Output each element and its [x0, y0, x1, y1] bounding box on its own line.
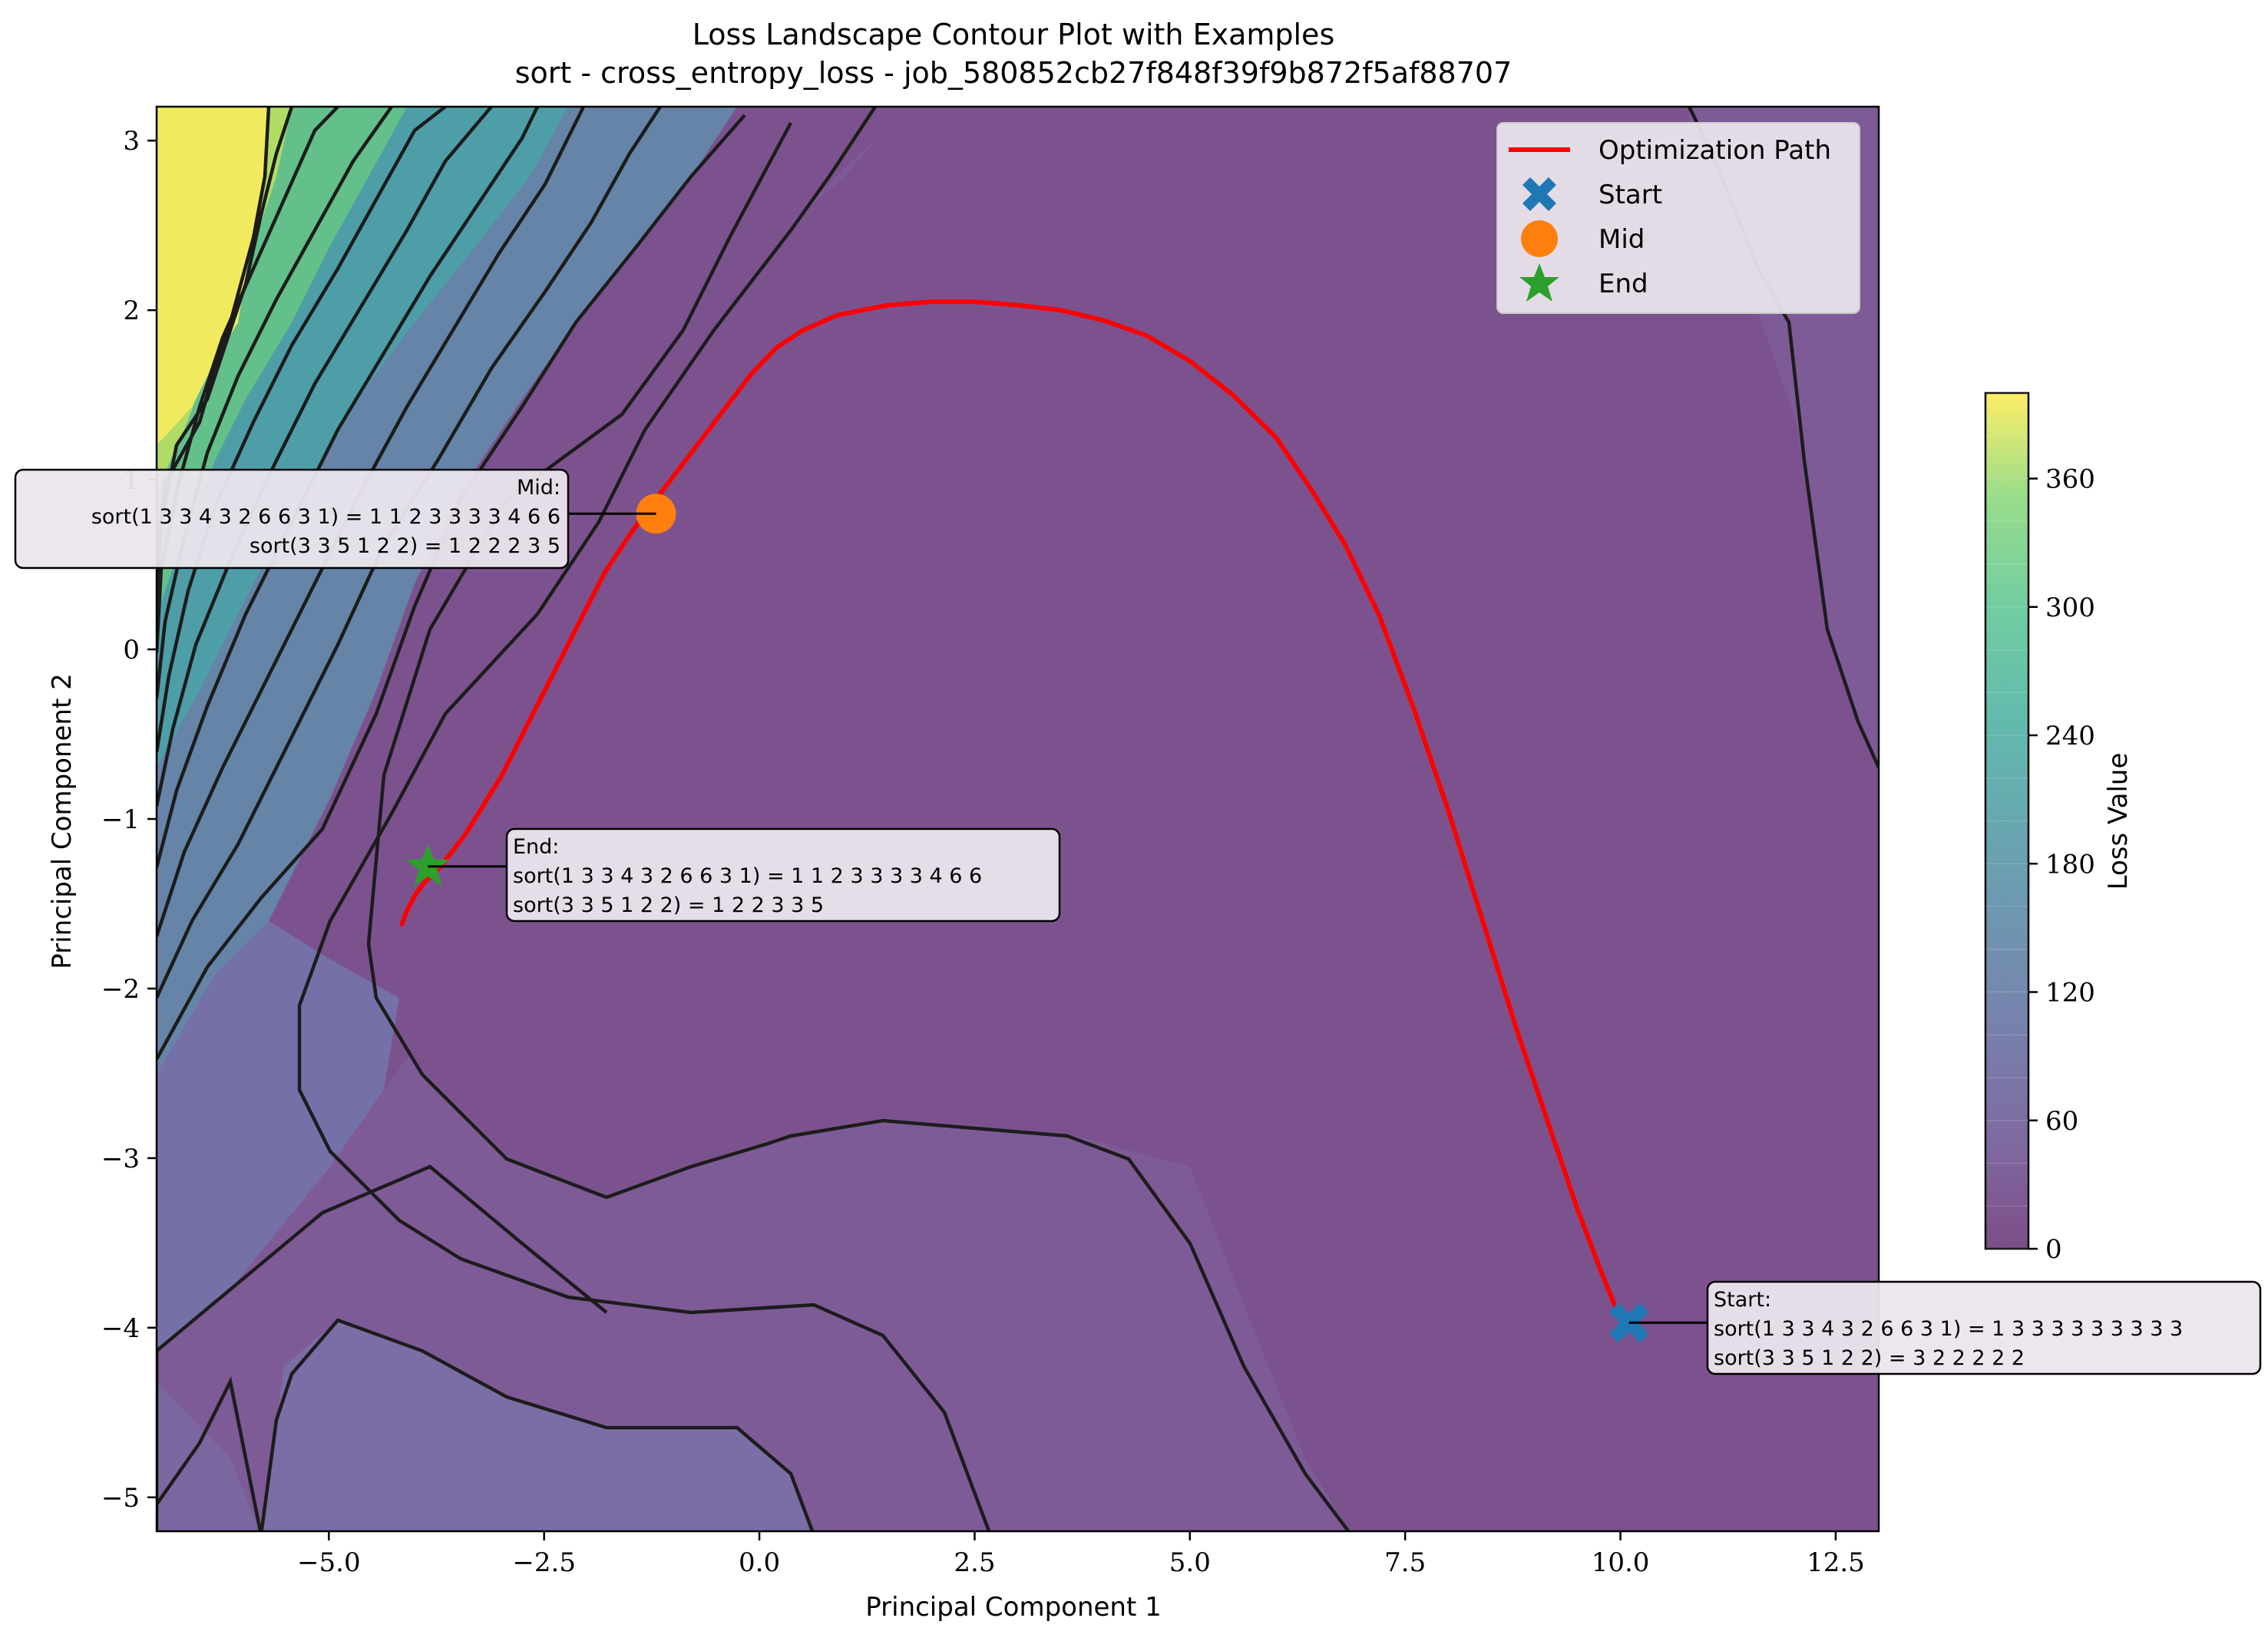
y-tick-label: 2 [123, 296, 140, 326]
y-axis-label: Principal Component 2 [47, 673, 78, 969]
y-tick-label: −5 [101, 1483, 140, 1514]
contour-band-inner [361, 107, 1879, 1531]
annotation-line: End: [513, 835, 559, 859]
annotation-end: End: sort(1 3 3 4 3 2 6 6 3 1) = 1 1 2 3 … [428, 827, 1061, 923]
annotation-line: Mid: [517, 476, 560, 500]
x-tick-label: 10.0 [1592, 1547, 1650, 1578]
x-tick-label: 12.5 [1807, 1547, 1865, 1578]
x-tick-label: 5.0 [1169, 1547, 1211, 1578]
contour-band-lower [157, 1382, 260, 1531]
colorbar-tick-label: 300 [2045, 593, 2095, 623]
colorbar-tick-label: 180 [2045, 849, 2095, 880]
x-tick-label: −2.5 [512, 1547, 576, 1578]
x-tick-label: 7.5 [1384, 1547, 1426, 1578]
annotation-start: Start: sort(1 3 3 4 3 2 6 6 3 1) = 1 3 3 … [1628, 1280, 2262, 1375]
colorbar-tick-label: 60 [2045, 1106, 2078, 1137]
y-tick-label: −4 [101, 1313, 140, 1344]
colorbar-tick-label: 0 [2045, 1234, 2062, 1265]
x-tick-label: −5.0 [297, 1547, 361, 1578]
annotation-line: Start: [1714, 1288, 1771, 1312]
legend-box [1496, 122, 1860, 314]
legend: Optimization Path Start Mid End [1496, 122, 1860, 314]
annotation-line: sort(3 3 5 1 2 2) = 1 2 2 3 3 5 [513, 893, 824, 917]
annotations: Mid: sort(1 3 3 4 3 2 6 6 3 1) = 1 1 2 3 … [14, 468, 2262, 1375]
y-axis: −5−4−3−2−10123 [101, 126, 157, 1514]
legend-end-icon [1519, 263, 1559, 302]
annotation-box [505, 827, 1061, 923]
colorbar-tick-label: 240 [2045, 721, 2095, 751]
legend-label-end: End [1599, 269, 1648, 299]
annotation-line: sort(1 3 3 4 3 2 6 6 3 1) = 1 1 2 3 3 3 … [513, 864, 982, 888]
contour-band-lower2 [261, 1320, 813, 1531]
colorbar-fill [1985, 393, 2028, 1249]
x-axis: −5.0 −2.5 0.0 2.5 5.0 7.5 10.0 12.5 [297, 1531, 1865, 1578]
annotation-line: sort(3 3 5 1 2 2) = 1 2 2 2 3 5 [250, 534, 560, 558]
contour-band-left-6 [157, 107, 269, 445]
x-axis-label: Principal Component 1 [865, 1592, 1162, 1623]
colorbar-frame [1984, 391, 2030, 1250]
x-tick-label: 2.5 [954, 1547, 995, 1578]
colorbar: 0 60 120 180 240 300 360 Loss Value [1984, 391, 2134, 1265]
colorbar-tick-label: 120 [2045, 978, 2095, 1009]
legend-label-mid: Mid [1599, 224, 1645, 255]
colorbar-label: Loss Value [2103, 753, 2134, 890]
legend-mid-icon [1521, 220, 1558, 257]
y-tick-label: 3 [123, 126, 140, 157]
colorbar-tick-label: 360 [2045, 464, 2095, 495]
chart-subtitle: sort - cross_entropy_loss - job_580852cb… [515, 56, 1513, 90]
legend-label-path: Optimization Path [1599, 135, 1831, 166]
annotation-box [1706, 1280, 2262, 1375]
y-tick-label: −3 [101, 1144, 140, 1174]
optimization-path-layer [399, 299, 1623, 1322]
annotation-box [14, 468, 570, 570]
y-tick-label: 0 [123, 635, 140, 665]
y-tick-label: −2 [101, 974, 140, 1005]
annotation-line: sort(1 3 3 4 3 2 6 6 3 1) = 1 3 3 3 3 3 … [1714, 1317, 2183, 1341]
annotation-mid: Mid: sort(1 3 3 4 3 2 6 6 3 1) = 1 1 2 3 … [14, 468, 656, 570]
optimization-path-line [399, 299, 1623, 1322]
legend-start-icon [1522, 177, 1556, 211]
y-tick-label: −1 [101, 804, 140, 835]
annotation-line: sort(3 3 5 1 2 2) = 3 2 2 2 2 2 [1714, 1346, 2025, 1370]
contour-band-left-1 [157, 921, 399, 1351]
x-tick-label: 0.0 [739, 1547, 780, 1578]
legend-label-start: Start [1599, 180, 1662, 210]
colorbar-ticks: 0 60 120 180 240 300 360 [1985, 392, 2095, 1265]
chart-title: Loss Landscape Contour Plot with Example… [693, 18, 1335, 51]
contour-region [157, 107, 1879, 1531]
annotation-line: sort(1 3 3 4 3 2 6 6 3 1) = 1 1 2 3 3 3 … [91, 505, 560, 529]
